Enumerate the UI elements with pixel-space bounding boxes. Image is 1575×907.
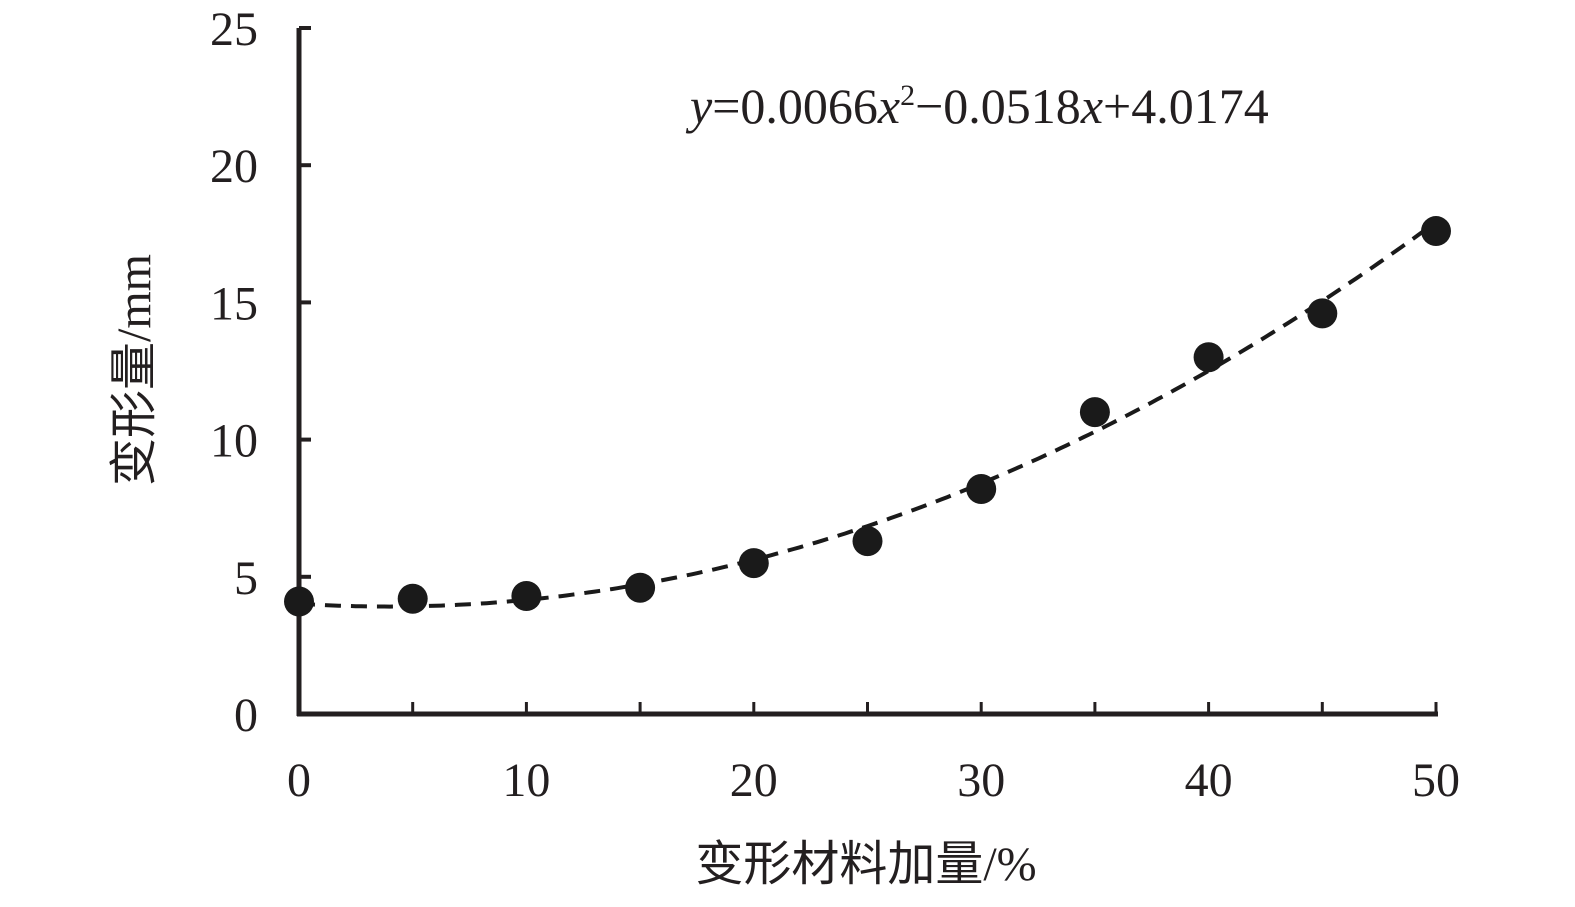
data-point bbox=[738, 548, 769, 579]
data-point bbox=[1421, 216, 1451, 247]
x-ticks: 0 10 20 30 40 50 bbox=[287, 702, 1460, 807]
y-tick-label: 5 bbox=[234, 552, 258, 605]
equation-coef-b: −0.0518 bbox=[915, 78, 1081, 134]
equation-exponent: 2 bbox=[900, 79, 915, 112]
data-point bbox=[511, 581, 542, 612]
equation-x-var: x bbox=[1080, 78, 1103, 134]
y-tick-label: 10 bbox=[210, 415, 258, 468]
equation-coef-a: =0.0066 bbox=[712, 78, 878, 134]
y-tick-label: 20 bbox=[210, 140, 258, 193]
trendline-group bbox=[298, 220, 1438, 609]
equation-y: y bbox=[685, 78, 713, 134]
x-tick-label: 0 bbox=[287, 754, 311, 807]
equation-coef-c: +4.0174 bbox=[1103, 78, 1269, 134]
data-point bbox=[852, 526, 883, 557]
data-point bbox=[625, 572, 656, 603]
y-axis-title: 变形量/mm bbox=[108, 254, 161, 486]
data-point bbox=[966, 473, 997, 504]
y-tick-label: 15 bbox=[210, 277, 258, 330]
x-tick-label: 50 bbox=[1412, 754, 1460, 807]
x-axis-title: 变形材料加量/% bbox=[695, 838, 1036, 891]
equation-x-squared-var: x bbox=[877, 78, 900, 134]
data-point bbox=[1307, 298, 1338, 329]
y-tick-label: 0 bbox=[234, 689, 258, 742]
x-tick-label: 10 bbox=[502, 754, 550, 807]
x-tick-label: 30 bbox=[957, 754, 1005, 807]
y-tick-label: 25 bbox=[210, 3, 258, 56]
y-ticks: 0 5 10 15 20 25 bbox=[210, 3, 311, 742]
data-point bbox=[1079, 397, 1110, 428]
trendline-curve bbox=[298, 220, 1438, 609]
x-tick-label: 20 bbox=[730, 754, 778, 807]
data-points bbox=[284, 216, 1451, 617]
trendline-equation: y=0.0066x2−0.0518x+4.0174 bbox=[685, 78, 1269, 134]
data-point bbox=[1193, 342, 1224, 373]
data-point bbox=[397, 583, 428, 614]
data-point bbox=[284, 586, 314, 617]
x-tick-label: 40 bbox=[1185, 754, 1233, 807]
